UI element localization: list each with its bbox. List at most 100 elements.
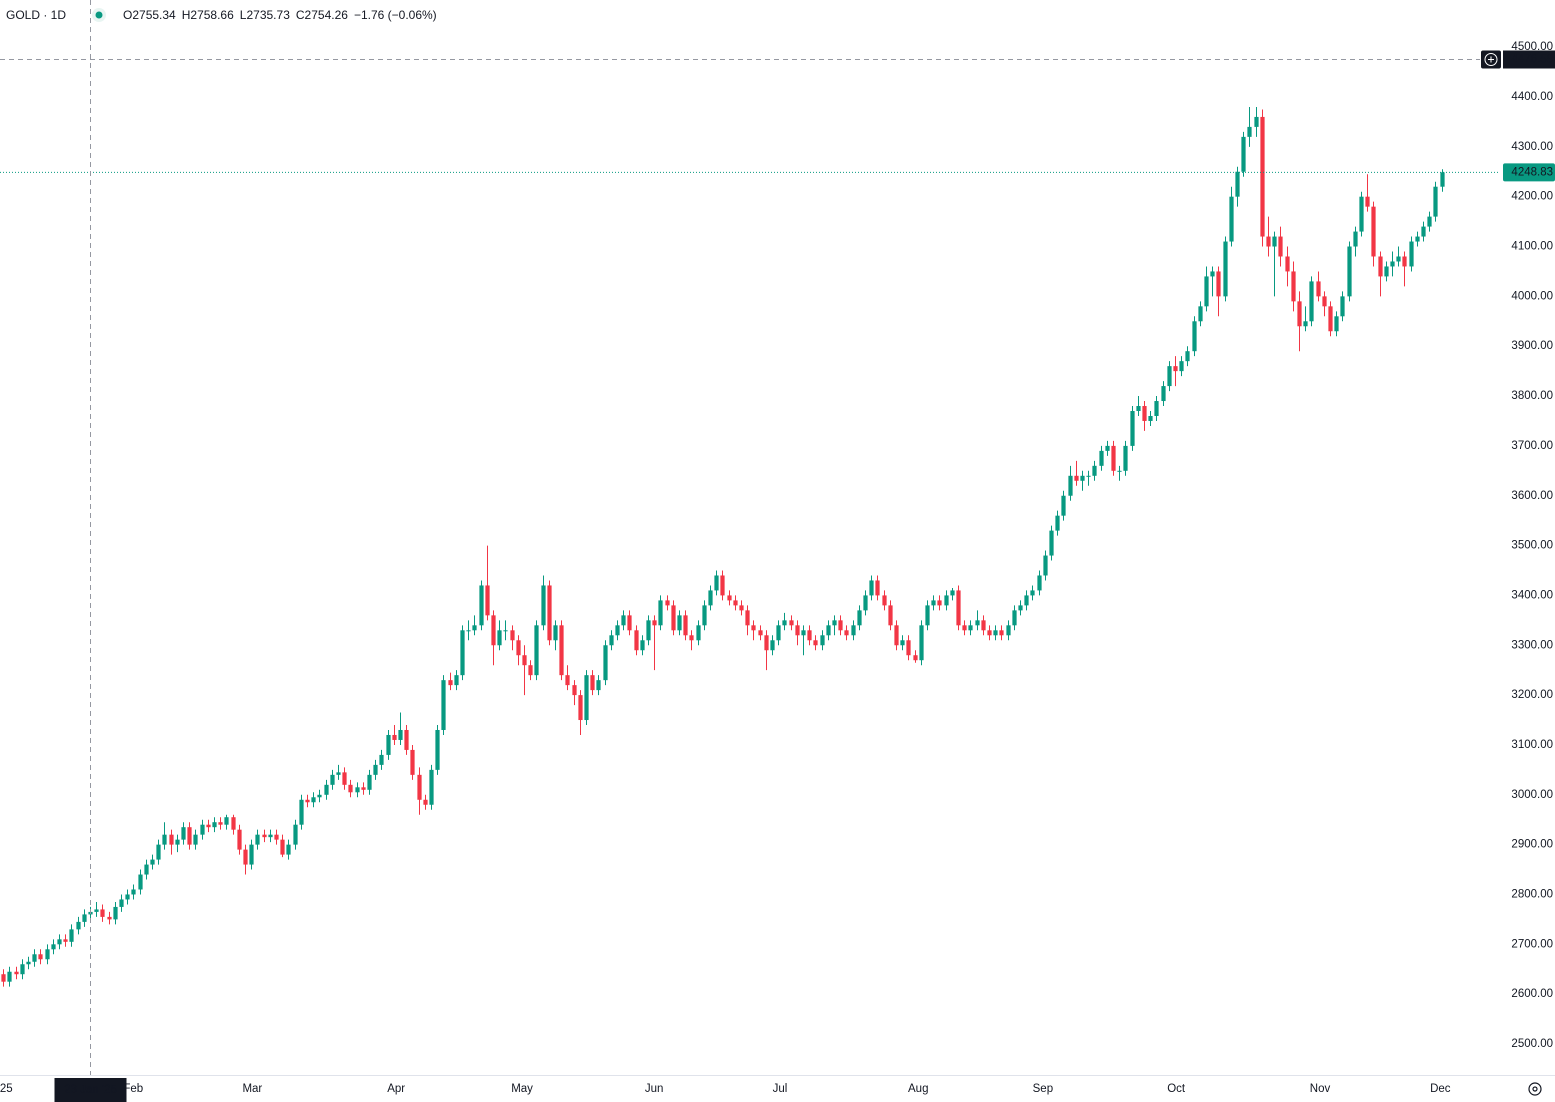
candle-body	[1130, 411, 1135, 446]
candle-body	[727, 595, 732, 601]
candle-body	[689, 635, 694, 641]
candle-body	[1328, 306, 1333, 332]
candle-body	[528, 665, 533, 676]
candle-body	[807, 630, 812, 641]
candle-body	[237, 829, 242, 850]
candle-body	[615, 625, 620, 636]
candle-body	[38, 954, 43, 960]
candle-body	[1074, 475, 1079, 481]
y-tick-label: 3300.00	[1511, 639, 1553, 651]
settings-icon[interactable]	[1528, 1082, 1542, 1096]
candle-body	[646, 620, 651, 641]
candle-body	[1365, 196, 1370, 207]
candle-body	[547, 585, 552, 641]
candle-body	[931, 600, 936, 606]
candle-body	[1440, 172, 1445, 187]
y-tick-label: 3600.00	[1511, 490, 1553, 502]
candle-body	[429, 769, 434, 805]
candle-body	[826, 625, 831, 636]
y-tick-label: 4500.00	[1511, 41, 1553, 53]
candle-body	[1055, 515, 1060, 531]
candle-body	[1421, 226, 1426, 237]
y-tick-label: 2500.00	[1511, 1038, 1553, 1050]
candle-body	[1086, 475, 1091, 477]
candle-body	[1037, 575, 1042, 591]
candle-body	[63, 939, 68, 942]
candle-body	[1316, 281, 1321, 297]
candle-body	[1061, 495, 1066, 516]
candle-body	[224, 817, 229, 825]
candle-body	[758, 630, 763, 636]
candle-body	[299, 799, 304, 825]
candle-body	[1415, 236, 1420, 242]
candle-body	[311, 797, 316, 803]
ohlc-label: L	[240, 8, 247, 22]
candle-body	[218, 822, 223, 825]
candle-body	[212, 822, 217, 828]
y-tick-label: 2900.00	[1511, 839, 1553, 851]
candle-body	[187, 827, 192, 845]
y-tick-label: 4400.00	[1511, 91, 1553, 103]
candle-body	[342, 772, 347, 785]
candle-body	[1322, 296, 1327, 307]
candle-body	[1291, 271, 1296, 302]
candle-body	[516, 640, 521, 656]
change: −1.76 (−0.06%)	[354, 8, 437, 22]
candle-body	[1266, 236, 1271, 247]
candle-body	[987, 630, 992, 636]
y-tick-label: 3900.00	[1511, 340, 1553, 352]
candle-body	[51, 944, 56, 950]
x-tick-label: Nov	[1310, 1083, 1331, 1095]
candle-body	[1142, 406, 1147, 421]
candle-body	[125, 894, 130, 900]
candle-body	[107, 916, 112, 920]
candle-body	[1105, 445, 1110, 451]
ohlc-value: 2755.34	[132, 8, 176, 22]
candle-body	[696, 625, 701, 641]
candle-body	[634, 630, 639, 651]
candle-body	[330, 774, 335, 785]
candle-body	[26, 961, 31, 965]
candle-body	[460, 630, 465, 676]
candle-body	[956, 590, 961, 626]
candle-body	[1359, 196, 1364, 232]
candle-body	[1371, 206, 1376, 257]
candle-body	[274, 834, 279, 840]
candle-body	[1427, 216, 1432, 227]
candle-body	[193, 834, 198, 845]
candle-body	[466, 630, 471, 632]
candle-body	[733, 600, 738, 606]
candle-body	[1012, 610, 1017, 626]
candle-body	[534, 625, 539, 676]
candle-body	[671, 605, 676, 631]
candle-body	[1340, 296, 1345, 317]
candle-body	[968, 625, 973, 631]
candle-body	[683, 615, 688, 636]
candle-body	[1136, 406, 1141, 412]
add-alert-button[interactable]	[1481, 50, 1501, 69]
candle-body	[231, 817, 236, 830]
candle-body	[1260, 116, 1265, 237]
candle-body	[944, 595, 949, 606]
candle-body	[1198, 306, 1203, 322]
candle-body	[888, 605, 893, 626]
crosshair-x-box	[54, 1078, 127, 1102]
candle-body	[975, 620, 980, 626]
candle-body	[875, 580, 880, 596]
candle-body	[813, 640, 818, 646]
candle-body	[57, 939, 62, 945]
x-tick-label: Jun	[645, 1083, 664, 1095]
candle-body	[981, 620, 986, 631]
plot-area	[0, 0, 1500, 1075]
candle-body	[249, 844, 254, 865]
candle-body	[950, 590, 955, 596]
candle-body	[305, 799, 310, 803]
candle-body	[801, 630, 806, 636]
candle-body	[745, 610, 750, 626]
candle-body	[69, 929, 74, 942]
x-tick-label: Aug	[908, 1083, 928, 1095]
candle-body	[708, 590, 713, 606]
candle-body	[1390, 261, 1395, 267]
candle-body	[7, 971, 12, 982]
candle-body	[1, 974, 6, 982]
